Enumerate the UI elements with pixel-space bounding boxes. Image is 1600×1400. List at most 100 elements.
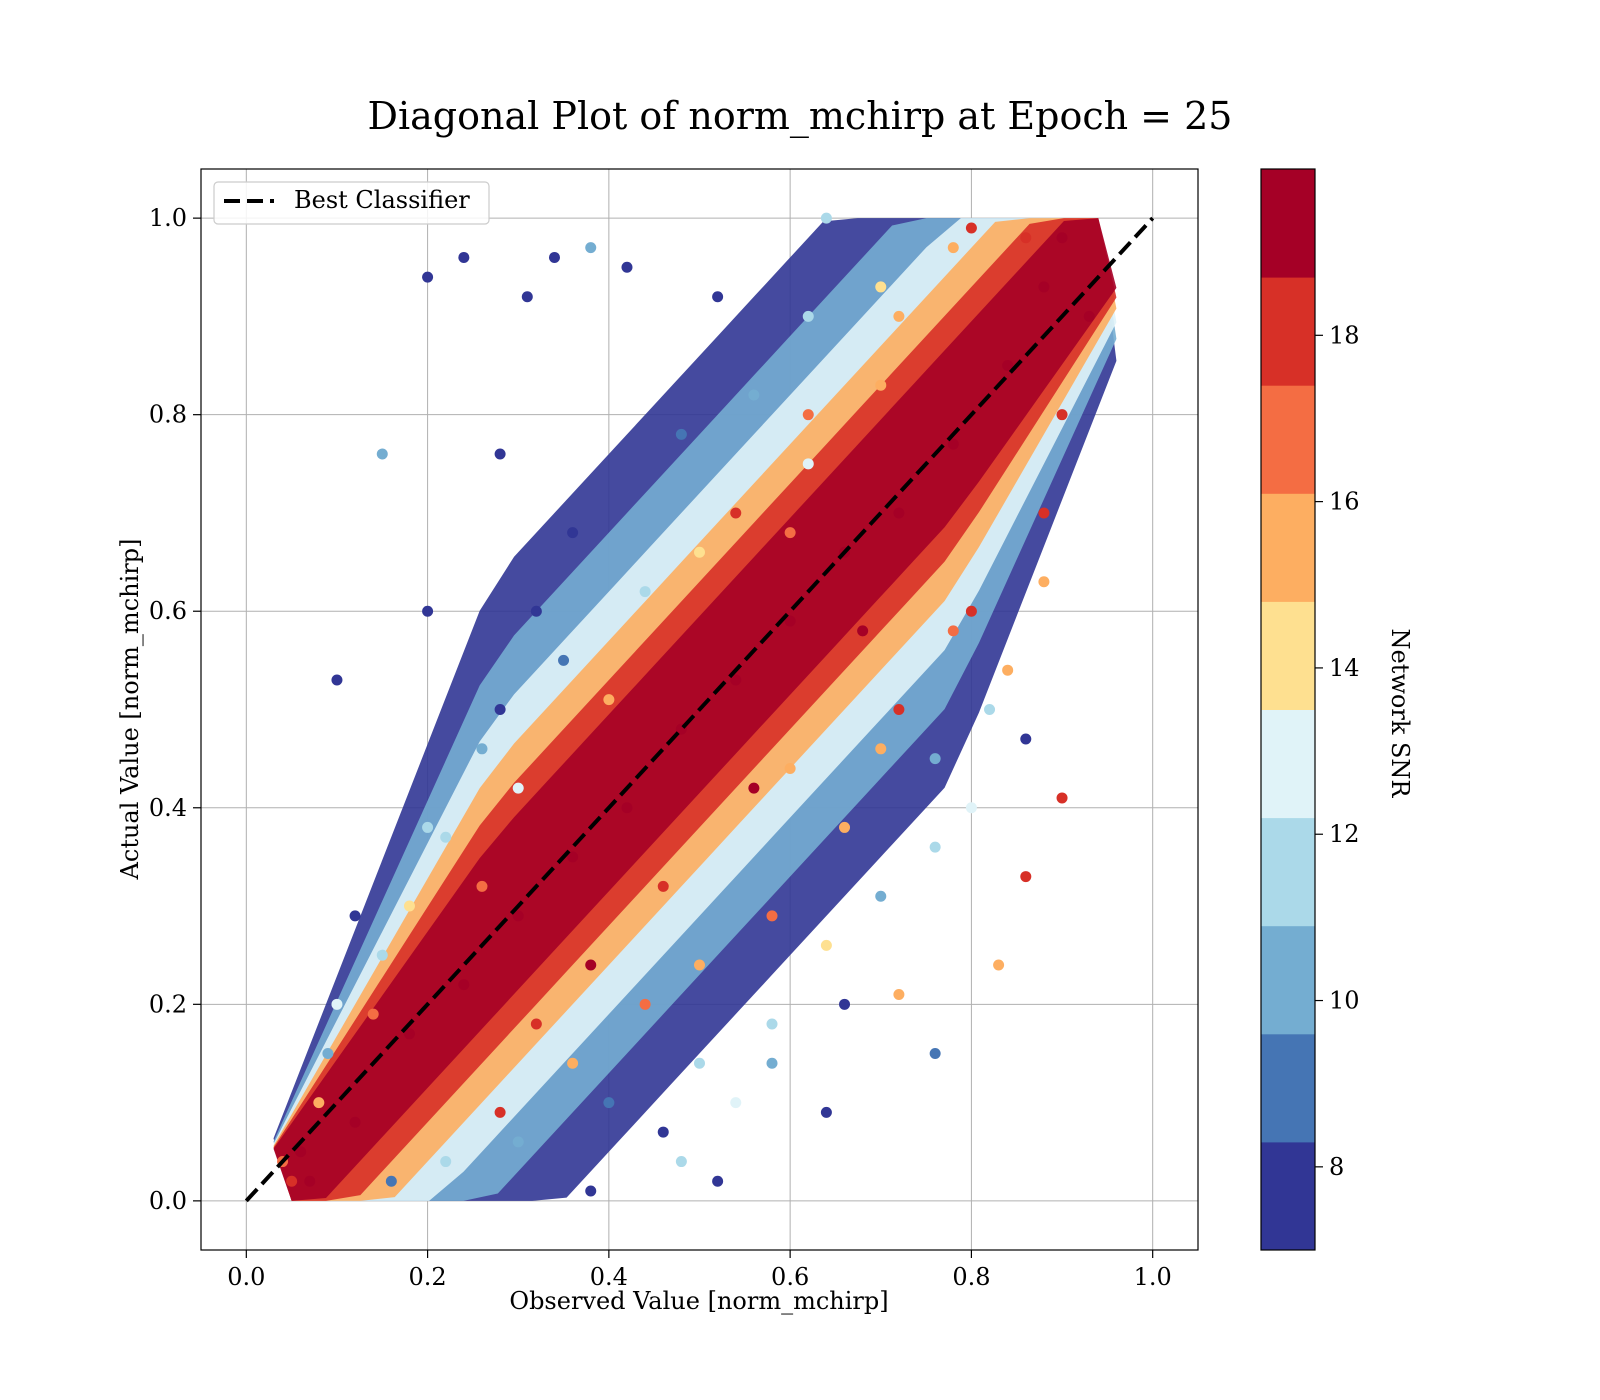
scatter-point (403, 1028, 415, 1040)
scatter-point (585, 959, 597, 971)
scatter-point (376, 448, 388, 460)
scatter-point (403, 900, 415, 912)
scatter-point (621, 261, 633, 273)
y-axis: 0.0 0.2 0.4 0.6 0.8 1.0 (149, 204, 201, 1215)
scatter-point (331, 998, 343, 1010)
scatter-point (639, 998, 651, 1010)
y-tick-label: 0.4 (149, 794, 187, 822)
scatter-point (1038, 576, 1050, 588)
scatter-point (802, 310, 814, 322)
scatter-point (349, 910, 361, 922)
scatter-point (675, 1156, 687, 1168)
scatter-point (657, 880, 669, 892)
y-tick-label: 0.0 (149, 1187, 187, 1215)
scatter-point (1020, 733, 1032, 745)
scatter-point (385, 1175, 397, 1187)
scatter-point (567, 1057, 579, 1069)
axes-border (200, 168, 1199, 1251)
x-tick-label: 0.0 (227, 1263, 265, 1291)
colorbar-segment (1261, 601, 1315, 710)
colorbar-segment (1261, 277, 1315, 386)
legend-box (213, 181, 490, 225)
colorbar-segment (1261, 1141, 1315, 1251)
scatter-point (530, 605, 542, 617)
scatter-point (349, 1116, 361, 1128)
scatter-point (875, 379, 887, 391)
scatter-point (766, 910, 778, 922)
scatter-point (947, 625, 959, 637)
scatter-point (331, 674, 343, 686)
scatter-point (748, 782, 760, 794)
scatter-point (965, 802, 977, 814)
colorbar-segment (1261, 1033, 1315, 1143)
best-classifier-line (244, 216, 1155, 1203)
scatter-points (277, 212, 1095, 1197)
colorbar-segment (1261, 925, 1315, 1035)
colorbar-tick-label: 14 (1329, 654, 1360, 682)
scatter-point (766, 1057, 778, 1069)
scatter-point (657, 1126, 669, 1138)
scatter-point (857, 625, 869, 637)
scatter-point (965, 222, 977, 234)
legend: Best Classifier (213, 181, 490, 225)
scatter-point (422, 271, 434, 283)
scatter-point (694, 959, 705, 971)
chart-title: Diagonal Plot of norm_mchirp at Epoch = … (368, 94, 1233, 139)
scatter-point (585, 242, 597, 254)
colorbar-border (1260, 168, 1316, 1251)
y-tick-label: 0.8 (149, 401, 187, 429)
scatter-point (712, 291, 724, 303)
scatter-point (839, 821, 851, 833)
scatter-point (422, 605, 434, 617)
colorbar-segment (1261, 493, 1315, 602)
scatter-point (694, 1057, 705, 1069)
scatter-point (512, 782, 524, 794)
scatter-point (639, 586, 651, 598)
x-axis-label: Observed Value [norm_mchirp] (509, 1287, 888, 1315)
scatter-point (929, 753, 941, 765)
scatter-point (603, 694, 615, 706)
scatter-point (730, 674, 742, 686)
colorbar-segment (1261, 817, 1315, 927)
scatter-point (458, 251, 470, 263)
scatter-point (820, 939, 832, 951)
y-tick-label: 0.6 (149, 597, 187, 625)
scatter-point (494, 1106, 506, 1118)
colorbar-tick-label: 12 (1329, 820, 1360, 848)
scatter-point (1056, 232, 1068, 244)
scatter-point (567, 527, 579, 539)
scatter-point (784, 615, 796, 627)
scatter-point (585, 1185, 597, 1197)
scatter-point (875, 281, 887, 293)
x-tick-label: 0.4 (590, 1263, 628, 1291)
scatter-point (1056, 409, 1068, 421)
y-tick-label: 0.2 (149, 990, 187, 1018)
scatter-point (929, 1047, 941, 1059)
y-tick-label: 1.0 (149, 204, 187, 232)
scatter-point (875, 743, 887, 755)
scatter-point (893, 310, 905, 322)
x-tick-label: 0.8 (952, 1263, 990, 1291)
scatter-point (1002, 664, 1014, 676)
scatter-point (558, 654, 570, 666)
scatter-point (1002, 360, 1014, 372)
scatter-point (1083, 310, 1095, 322)
scatter-point (820, 212, 832, 224)
scatter-point (603, 1097, 615, 1109)
colorbar-tick-label: 18 (1329, 321, 1360, 349)
scatter-point (367, 1008, 379, 1020)
scatter-point (458, 979, 470, 991)
colorbar: 8 10 12 14 16 18 (1260, 168, 1360, 1251)
scatter-point (993, 959, 1005, 971)
scatter-point (730, 507, 742, 519)
scatter-point (1056, 792, 1068, 804)
scatter-density (273, 218, 1117, 1201)
scatter-point (422, 821, 434, 833)
scatter-point (440, 831, 452, 843)
scatter-point (313, 1097, 325, 1109)
scatter-point (802, 409, 814, 421)
scatter-point (820, 1106, 832, 1118)
scatter-point (730, 1097, 742, 1109)
scatter-point (476, 743, 488, 755)
scatter-point (802, 458, 814, 470)
